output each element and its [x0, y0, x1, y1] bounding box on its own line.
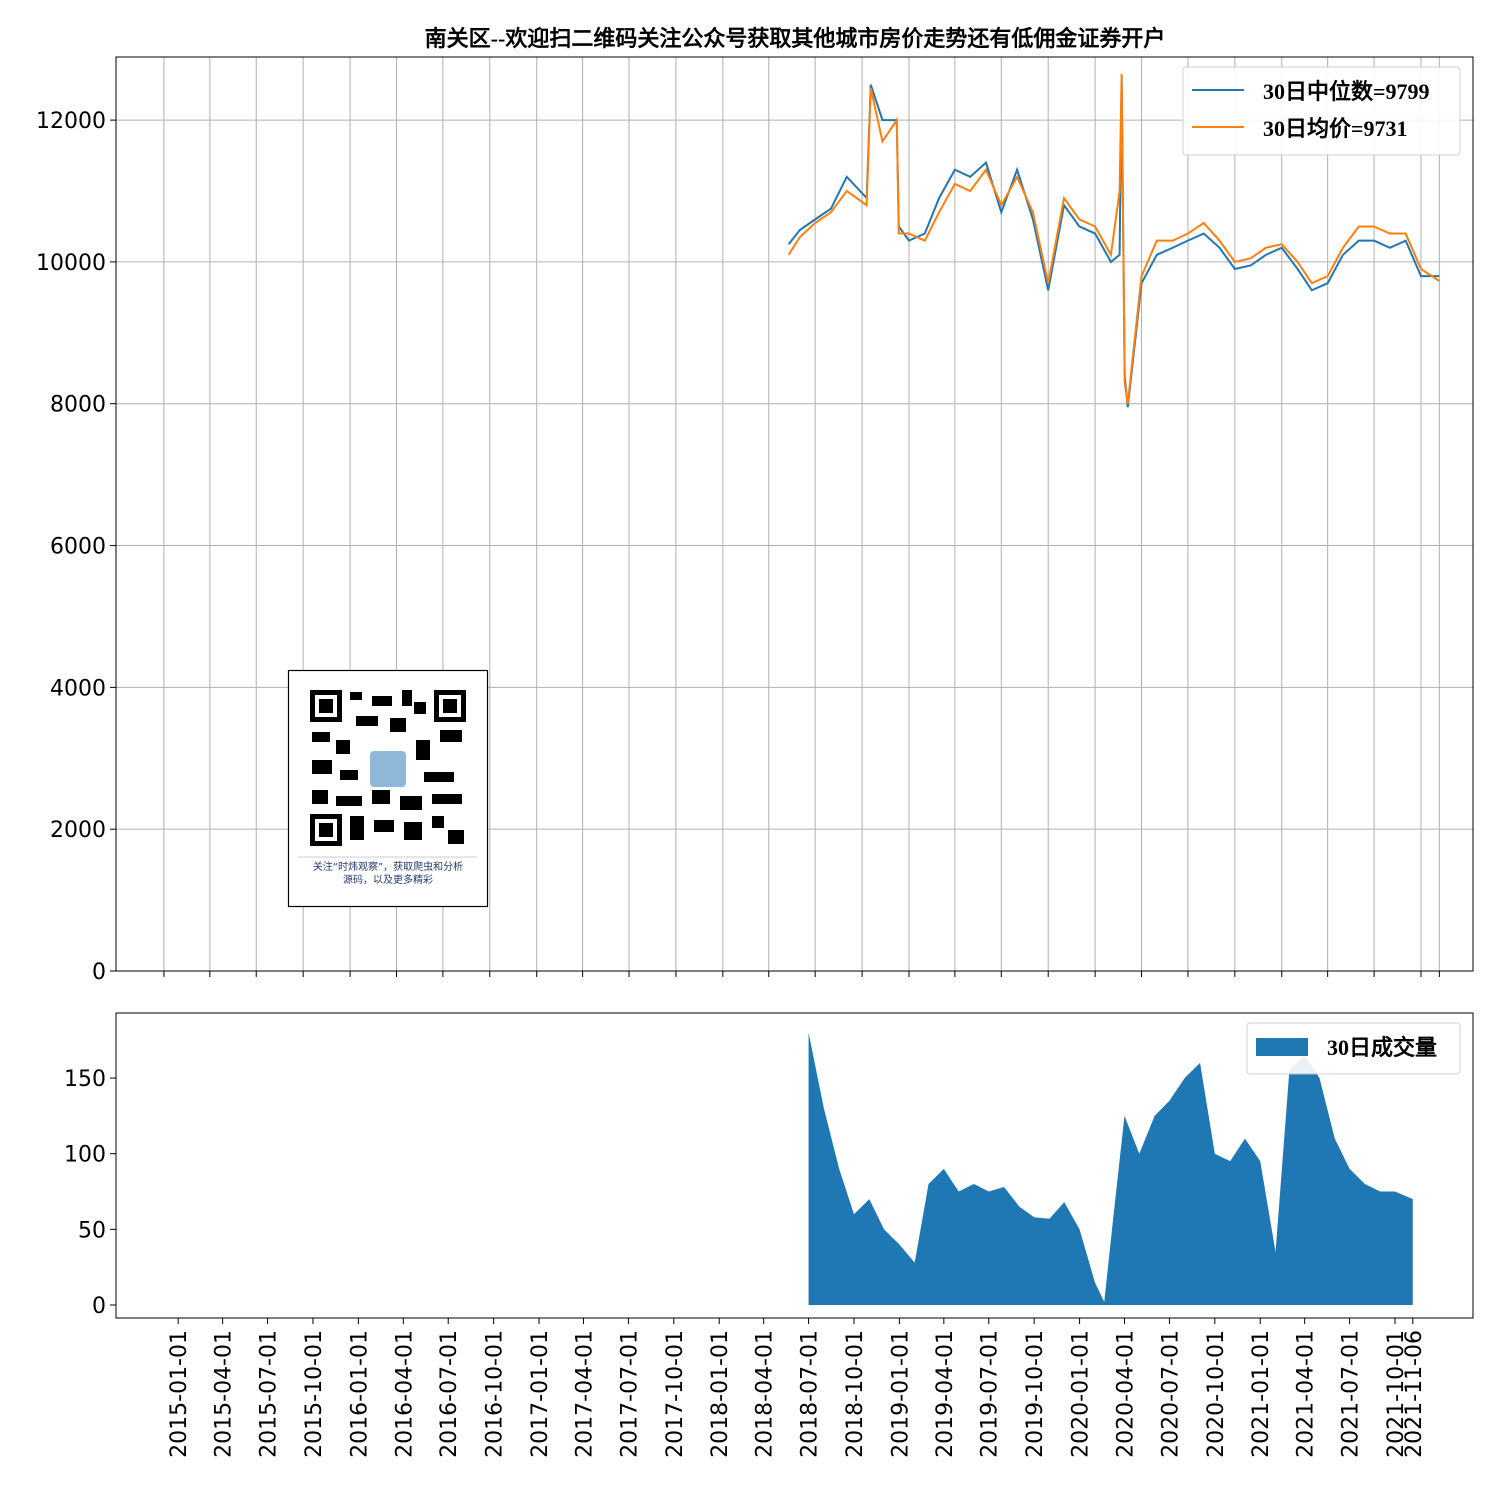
x-tick-label: 2021-07-01	[1339, 1330, 1364, 1458]
x-tick-label: 2015-04-01	[212, 1330, 237, 1458]
x-tick-label: 2019-10-01	[1023, 1330, 1048, 1458]
y-tick-label: 150	[64, 1067, 106, 1092]
x-tick-label: 2017-10-01	[663, 1330, 688, 1458]
qr-avatar	[368, 749, 408, 789]
x-tick-label: 2016-01-01	[347, 1330, 372, 1458]
x-tick-label: 2021-01-01	[1249, 1330, 1274, 1458]
y-tick-label: 6000	[50, 535, 106, 560]
plot-frame	[115, 1012, 1474, 1319]
chart-title: 南关区--欢迎扫二维码关注公众号获取其他城市房价走势还有低佣金证券开户	[425, 26, 1166, 51]
x-tick-label: 2020-07-01	[1158, 1330, 1183, 1458]
x-tick-label: 2016-10-01	[483, 1330, 508, 1458]
x-tick-label: 2018-07-01	[798, 1330, 823, 1458]
y-tick-label: 12000	[36, 109, 106, 134]
y-tick-label: 8000	[50, 393, 106, 418]
legend-label: 30日成交量	[1327, 1035, 1437, 1060]
qr-code: 关注“时炜观察”，获取爬虫和分析 源码，以及更多精彩	[287, 669, 489, 908]
x-tick-label: 2017-07-01	[617, 1330, 642, 1458]
legend-label: 30日中位数=9799	[1263, 79, 1430, 104]
qr-caption: 源码，以及更多精彩	[343, 873, 433, 886]
x-tick-label: 2021-04-01	[1294, 1330, 1319, 1458]
x-tick-label: 2021-10-01	[1384, 1330, 1409, 1458]
y-tick-label: 2000	[50, 818, 106, 843]
y-tick-label: 0	[92, 960, 106, 985]
qr-caption: 关注“时炜观察”，获取爬虫和分析	[313, 860, 463, 873]
legend-box	[1182, 66, 1461, 156]
x-tick-label: 2017-04-01	[572, 1330, 597, 1458]
y-tick-label: 4000	[50, 676, 106, 701]
x-tick-label: 2015-07-01	[257, 1330, 282, 1458]
x-tick-label: 2020-10-01	[1204, 1330, 1229, 1458]
x-tick-label: 2018-04-01	[753, 1330, 778, 1458]
line	[787, 77, 1440, 408]
x-tick-label: 2016-04-01	[392, 1330, 417, 1458]
y-tick-label: 0	[92, 1294, 106, 1319]
x-tick-label: 2018-01-01	[708, 1330, 733, 1458]
x-tick-label: 2020-01-01	[1069, 1330, 1094, 1458]
qr-finder-core	[319, 699, 457, 837]
y-tick-label: 10000	[36, 251, 106, 276]
x-tick-label: 2015-10-01	[302, 1330, 327, 1458]
y-tick-label: 50	[78, 1218, 106, 1243]
plot-frame	[115, 56, 1474, 972]
x-tick-label: 2016-07-01	[437, 1330, 462, 1458]
legend-label: 30日均价=9731	[1263, 116, 1408, 141]
x-tick-label: 2019-07-01	[978, 1330, 1003, 1458]
x-tick-label: 2019-01-01	[888, 1330, 913, 1458]
x-tick-label: 2017-01-01	[528, 1330, 553, 1458]
y-tick-label: 100	[64, 1143, 106, 1168]
legend-box	[1246, 1022, 1461, 1075]
area	[808, 1032, 1413, 1305]
x-tick-label: 2019-04-01	[933, 1330, 958, 1458]
legend-swatch	[1256, 1038, 1308, 1056]
x-tick-label: 2018-10-01	[843, 1330, 868, 1458]
x-tick-label: 2021-11-06	[1402, 1330, 1427, 1458]
line	[787, 74, 1440, 404]
x-tick-label: 2020-04-01	[1113, 1330, 1138, 1458]
x-tick-label: 2015-01-01	[167, 1330, 192, 1458]
